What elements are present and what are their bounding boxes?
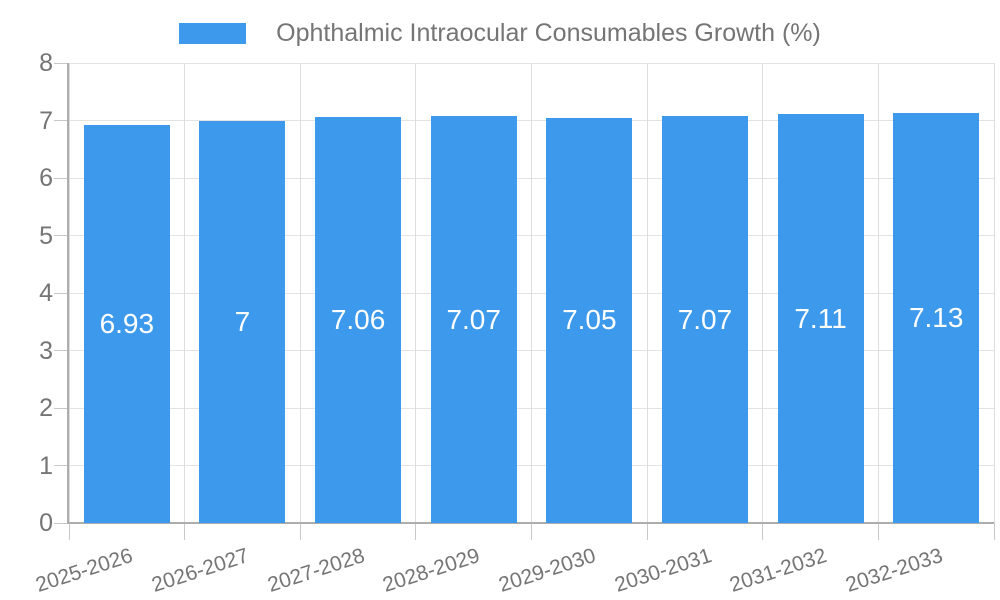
- y-tick-label: 1: [39, 451, 53, 480]
- y-tick: [54, 292, 69, 294]
- bar[interactable]: 7.05: [546, 117, 633, 523]
- x-tick: [68, 523, 70, 540]
- x-tick: [646, 523, 648, 540]
- x-gridline: [646, 63, 648, 523]
- bar-value-label: 7.07: [677, 303, 733, 335]
- x-gridline: [877, 63, 879, 523]
- bar[interactable]: 7.07: [661, 116, 748, 523]
- x-gridline: [415, 63, 417, 523]
- legend-swatch: [179, 22, 247, 44]
- x-tick: [184, 523, 186, 540]
- x-gridline: [762, 63, 764, 523]
- y-tick: [54, 407, 69, 409]
- x-tick: [762, 523, 764, 540]
- x-tick: [299, 523, 301, 540]
- x-gridline: [531, 63, 532, 523]
- y-tick: [54, 350, 69, 351]
- x-gridline: [68, 63, 70, 523]
- y-tick: [54, 62, 69, 64]
- bar-value-label: 7.13: [908, 302, 964, 333]
- bar-value-label: 6.93: [99, 307, 155, 339]
- x-tick: [877, 523, 879, 540]
- bar-value-label: 7.06: [330, 304, 386, 336]
- bar[interactable]: 7.07: [430, 116, 517, 523]
- y-axis-line: [67, 63, 69, 523]
- bar-value-label: 7.05: [562, 304, 617, 336]
- x-tick-label: 2026-2027: [148, 544, 252, 597]
- bar[interactable]: 6.93: [83, 124, 170, 523]
- y-tick: [54, 465, 69, 466]
- y-tick-label: 4: [39, 279, 53, 307]
- x-axis-line: [67, 522, 994, 524]
- y-tick-label: 6: [39, 164, 53, 192]
- y-tick-label: 3: [39, 336, 53, 365]
- legend-label: Ophthalmic Intraocular Consumables Growt…: [276, 18, 821, 47]
- bar[interactable]: 7: [199, 120, 286, 523]
- y-tick-label: 2: [39, 394, 53, 422]
- bar[interactable]: 7.11: [777, 114, 864, 523]
- y-tick: [54, 120, 69, 121]
- x-tick-label: 2030-2031: [611, 544, 715, 597]
- x-tick-label: 2028-2029: [380, 544, 483, 597]
- bar-value-label: 7.11: [794, 302, 847, 334]
- y-tick: [54, 522, 69, 524]
- y-tick-label: 5: [39, 221, 53, 250]
- y-tick-label: 8: [39, 49, 53, 77]
- x-gridline: [299, 63, 301, 523]
- x-tick: [531, 523, 532, 540]
- bar-value-label: 7.07: [446, 303, 501, 335]
- y-tick-label: 7: [39, 106, 53, 135]
- x-tick-label: 2027-2028: [264, 544, 368, 597]
- bar[interactable]: 7.06: [315, 117, 402, 523]
- x-gridline: [993, 63, 995, 523]
- x-gridline: [184, 63, 186, 523]
- bar[interactable]: 7.13: [893, 113, 980, 523]
- y-tick: [54, 177, 69, 179]
- legend: Ophthalmic Intraocular Consumables Growt…: [0, 18, 1000, 48]
- bar-value-label: 7: [234, 305, 251, 337]
- x-tick-label: 2032-2033: [842, 544, 946, 597]
- x-tick-label: 2029-2030: [495, 544, 599, 597]
- y-tick: [54, 235, 69, 236]
- x-tick: [415, 523, 417, 540]
- x-tick-label: 2025-2026: [33, 544, 136, 597]
- x-tick: [993, 523, 995, 540]
- y-tick-label: 0: [39, 509, 53, 537]
- x-tick-label: 2031-2032: [727, 544, 830, 597]
